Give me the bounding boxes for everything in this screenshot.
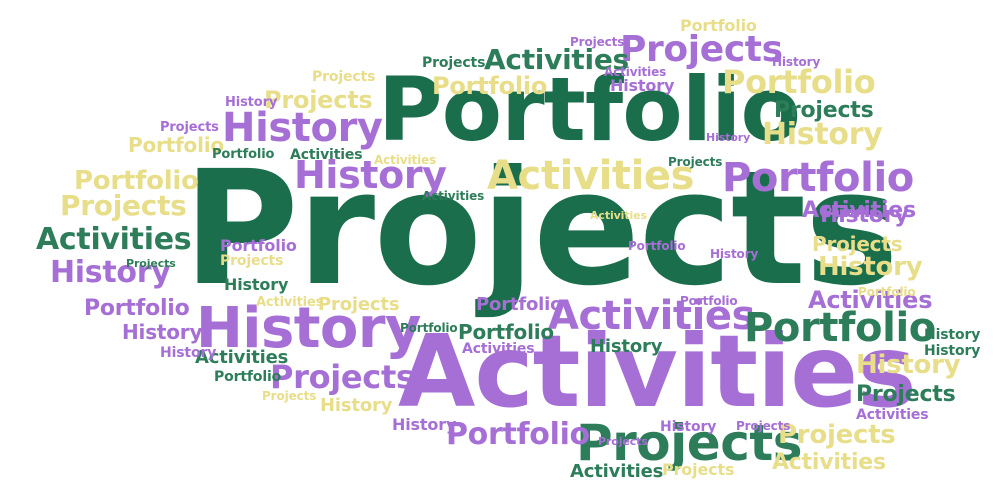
word-activities-medium-4: Activities (484, 43, 629, 76)
word-portfolio-small-12: Portfolio (680, 294, 738, 308)
word-projects-medium-4: Projects (778, 420, 896, 450)
word-projects-small-3: Projects (598, 435, 648, 448)
word-history-medium-3: History (762, 117, 883, 152)
word-history-small-8: History (160, 345, 217, 361)
word-history-small-9: History (225, 95, 278, 110)
word-portfolio-small-5: Projects (662, 460, 735, 479)
word-activities-small-13: Activities (422, 189, 485, 203)
word-history-medium: History (222, 105, 383, 151)
word-activities-large: Activities (398, 313, 917, 430)
word-portfolio-small-4: History (320, 395, 393, 416)
word-history-medium-6: History (856, 350, 961, 380)
word-activities-small-7: Activities (590, 209, 647, 222)
word-activities-small-4: Projects (318, 294, 400, 315)
word-projects-small-11: Projects (570, 35, 625, 49)
word-portfolio-small-9: Portfolio (212, 147, 275, 162)
word-activities-medium: Activities (487, 153, 695, 199)
word-activities-medium-2: Activities (548, 293, 756, 339)
word-projects-large: Projects (576, 414, 803, 472)
word-portfolio-medium-4: Portfolio (446, 417, 590, 452)
word-history-large: History (196, 296, 421, 361)
word-portfolio-small-2: Portfolio (84, 296, 190, 321)
word-activities-medium-3: Activities (36, 222, 192, 257)
word-activities-small-5: Activities (570, 461, 664, 482)
word-portfolio-small-8: Portfolio (214, 369, 282, 385)
word-projects-small-7: Projects (220, 253, 284, 269)
word-history-small-14: History (660, 419, 717, 435)
word-activities-medium-5: Activities (808, 286, 933, 314)
word-projects-small-8: Projects (160, 120, 219, 135)
word-projects-medium-2: Projects (270, 358, 415, 396)
word-activities-small-9: Activities (256, 295, 324, 310)
word-projects-small-12: Projects (126, 257, 176, 270)
word-portfolio-medium-2: Portfolio (744, 305, 936, 351)
word-portfolio-small-13: Portfolio (400, 321, 458, 335)
word-projects-small-6: Projects (422, 55, 486, 71)
word-projects-small-4: Activities (195, 347, 289, 368)
word-history-small-6: History (610, 76, 675, 95)
word-activities-small-12: Activities (374, 153, 437, 167)
word-portfolio-small-10: Portfolio (628, 239, 686, 253)
word-projects-small-10: Projects (668, 155, 723, 169)
word-activities-small-2: Activities (772, 450, 886, 475)
word-projects-small-2: Portfolio (128, 133, 224, 157)
word-projects-small-13: Projects (736, 419, 791, 433)
word-portfolio-medium-3: Portfolio (722, 63, 876, 101)
word-portfolio-medium: Portfolio (722, 155, 914, 201)
word-portfolio-large: Portfolio (378, 58, 801, 161)
word-projects-small-14: Projects (262, 389, 317, 403)
word-history-medium-2: History (294, 153, 447, 197)
word-activities-small-10: Activities (604, 65, 667, 79)
word-history-small: History (122, 320, 203, 344)
word-history-medium-4: History (50, 255, 171, 290)
word-history-small-2: Projects (856, 382, 956, 407)
word-history-small-15: History (706, 131, 751, 144)
word-portfolio-small-11: Portfolio (858, 285, 916, 299)
word-portfolio-small: Activities (802, 198, 916, 223)
word-projects-small-9: Projects (312, 69, 376, 85)
word-projects-giant: Projects (183, 137, 899, 321)
word-portfolio-small-3: Portfolio (458, 320, 554, 344)
word-projects-medium-5: Projects (264, 86, 373, 114)
word-projects-medium: Projects (620, 29, 783, 70)
word-activities-small: Projects (774, 98, 874, 123)
word-activities-small-11: Activities (856, 407, 929, 423)
word-history-small-3: Portfolio (476, 294, 563, 315)
word-history-small-7: History (224, 275, 289, 294)
word-history-small-5: History (392, 415, 457, 434)
word-projects-small: History (820, 203, 909, 228)
word-history-medium-5: History (818, 252, 923, 282)
word-activities-small-6: Activities (462, 341, 535, 357)
word-history-small-10: History (772, 55, 821, 69)
word-portfolio-medium-6: Portfolio (432, 72, 548, 100)
word-portfolio-small-7: Portfolio (220, 236, 297, 255)
word-history-small-4: History (590, 336, 663, 357)
word-history-small-11: History (924, 327, 981, 343)
word-projects-small-5: Portfolio (824, 205, 877, 218)
word-projects-medium-3: Projects (60, 189, 187, 222)
word-portfolio-small-6: Portfolio (680, 16, 757, 35)
word-history-small-12: History (924, 343, 981, 359)
word-portfolio-medium-5: Portfolio (74, 166, 199, 196)
word-activities-small-8: Activities (290, 147, 363, 163)
word-activities-small-3: Projects (812, 232, 903, 256)
word-history-small-13: History (710, 247, 759, 261)
